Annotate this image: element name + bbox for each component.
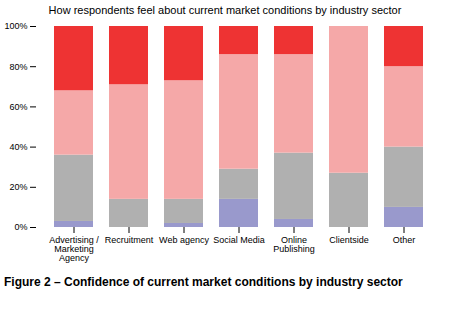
- svg-text:OnlinePublishing: OnlinePublishing: [273, 235, 315, 254]
- svg-text:60%: 60%: [9, 102, 27, 112]
- svg-text:80%: 80%: [9, 62, 27, 72]
- svg-text:0%: 0%: [14, 222, 27, 232]
- svg-text:Advertising /MarketingAgency: Advertising /MarketingAgency: [49, 235, 99, 263]
- svg-text:Other: Other: [393, 235, 416, 245]
- svg-text:20%: 20%: [9, 182, 27, 192]
- svg-text:Recruitment: Recruitment: [105, 235, 154, 245]
- svg-text:Social Media: Social Media: [213, 235, 265, 245]
- svg-text:100%: 100%: [4, 21, 27, 31]
- svg-text:Clientside: Clientside: [329, 235, 369, 245]
- svg-text:40%: 40%: [9, 142, 27, 152]
- html-text:Figure 2 – Confidence of curre: Figure 2 – Confidence of current market …: [4, 275, 403, 289]
- svg-text:Web agency: Web agency: [159, 235, 209, 245]
- html-text:How respondents feel about cur: How respondents feel about current marke…: [48, 4, 402, 16]
